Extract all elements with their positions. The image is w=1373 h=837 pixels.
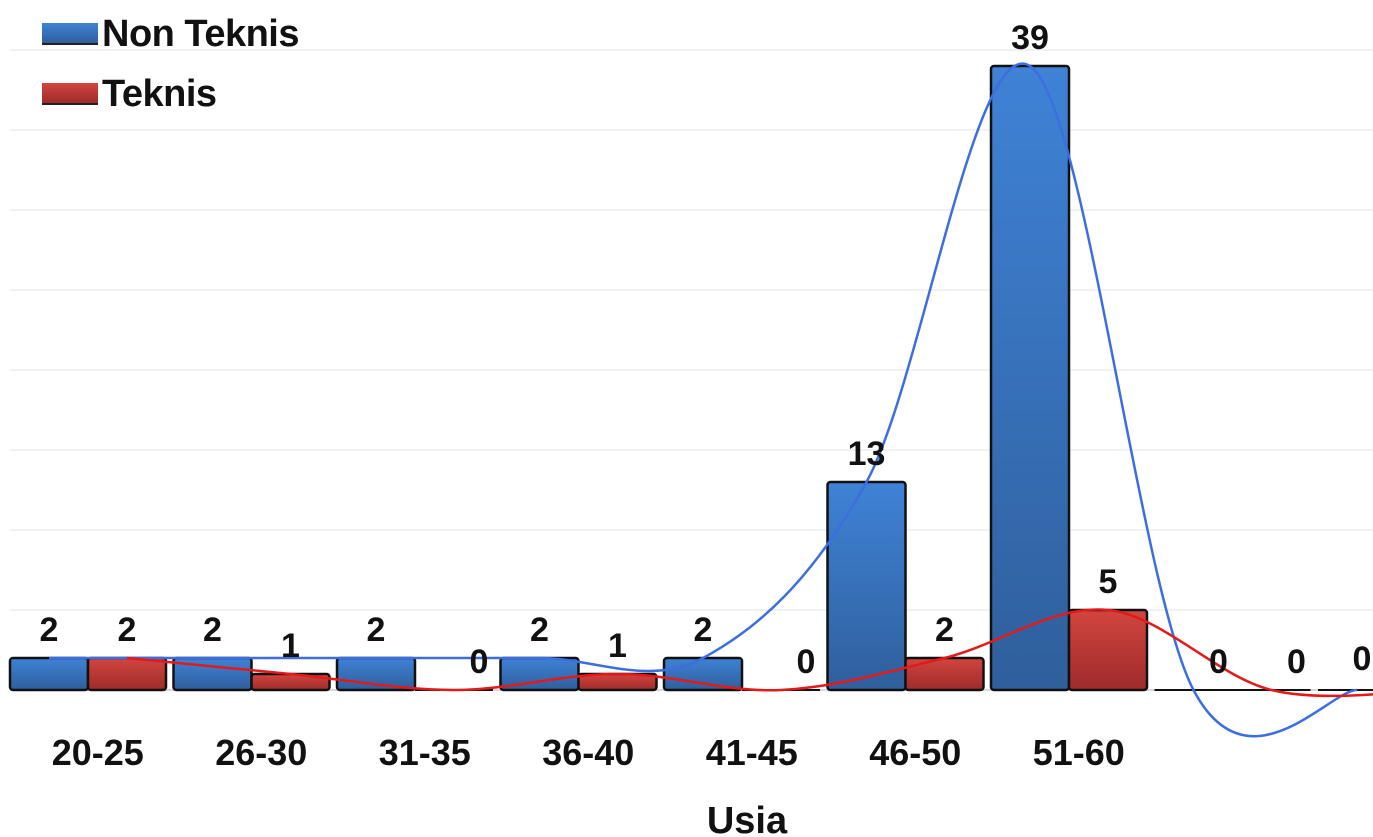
legend-label: Non Teknis [102,12,300,55]
data-label: 0 [1209,643,1228,681]
trendline-non-teknis [49,62,1358,738]
legend: Non Teknis Teknis [42,4,300,124]
data-label: 2 [203,611,222,649]
bar-teknis [904,656,985,692]
legend-label: Teknis [102,72,217,115]
x-tick-label: 51-60 [1033,732,1125,773]
x-tick-label: 31-35 [379,732,471,773]
data-label: 0 [1287,643,1306,681]
data-label: 2 [40,611,59,649]
bar-teknis [1067,608,1149,692]
data-label: 2 [694,611,713,649]
legend-item-non-teknis: Non Teknis [42,4,300,64]
data-label: 0 [1353,640,1372,678]
data-label: 0 [797,643,816,681]
x-tick-label: 41-45 [706,732,798,773]
bar-non-teknis [826,480,907,692]
bar-non-teknis [989,64,1071,692]
data-label: 2 [530,611,549,649]
legend-swatch-non-teknis [42,23,98,45]
data-label: 2 [118,611,137,649]
legend-swatch-teknis [42,83,98,105]
x-tick-label: 46-50 [869,732,961,773]
x-tick-label: 26-30 [215,732,307,773]
x-tick-label: 20-25 [52,732,144,773]
x-tick-labels: 20-25 26-30 31-35 36-40 41-45 46-50 51-60 [52,732,1125,773]
data-label: 13 [848,435,886,473]
bar-non-teknis [8,656,90,692]
bars [8,64,1373,692]
legend-item-teknis: Teknis [42,64,299,124]
data-label: 5 [1099,563,1118,601]
data-label: 1 [281,627,300,665]
trendline-teknis [126,608,1373,698]
data-label: 0 [470,643,489,681]
gridlines [10,49,1373,691]
bar-teknis [86,656,168,692]
x-axis-title: Usia [707,800,788,837]
trendlines [49,62,1373,738]
data-label: 2 [367,611,386,649]
bar-non-teknis [662,656,744,692]
data-label: 39 [1011,19,1049,57]
data-label: 1 [608,627,627,665]
x-tick-label: 36-40 [542,732,634,773]
data-label: 2 [935,611,954,649]
